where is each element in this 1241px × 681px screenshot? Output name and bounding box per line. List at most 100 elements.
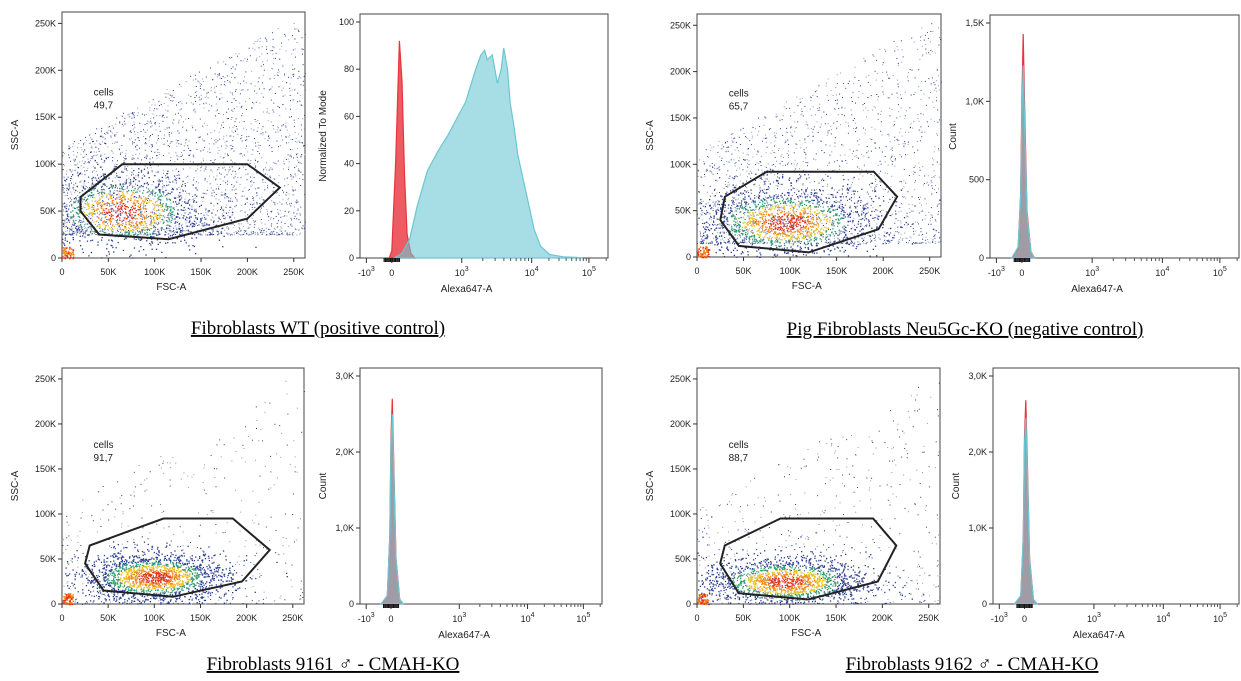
event-dot [120, 195, 122, 197]
event-dot [897, 240, 899, 242]
event-dot [208, 148, 210, 150]
event-dot [93, 206, 95, 208]
event-dot [901, 135, 903, 137]
event-dot [833, 108, 835, 110]
event-dot [887, 164, 889, 166]
event-dot [119, 121, 121, 123]
event-dot [799, 218, 801, 219]
event-dot [167, 173, 169, 175]
event-dot [802, 196, 803, 198]
event-dot [713, 146, 715, 148]
event-dot [127, 200, 129, 203]
event-dot [134, 146, 136, 148]
event-dot [123, 161, 125, 163]
event-dot [934, 219, 936, 221]
event-dot [219, 138, 221, 140]
event-dot [198, 224, 200, 226]
event-dot [919, 59, 921, 61]
event-dot [777, 206, 779, 208]
event-dot [288, 142, 290, 144]
event-dot [731, 199, 733, 201]
event-dot [157, 199, 159, 201]
event-dot [169, 212, 171, 215]
event-dot [917, 113, 919, 115]
event-dot [298, 118, 299, 120]
event-dot [743, 159, 744, 161]
event-dot [290, 224, 292, 226]
event-dot [213, 143, 215, 145]
event-dot [922, 114, 924, 116]
event-dot [742, 209, 744, 211]
event-dot [140, 231, 142, 233]
event-dot [196, 232, 198, 234]
event-dot [869, 196, 871, 198]
event-dot [66, 187, 68, 190]
event-dot [205, 193, 207, 195]
event-dot [112, 180, 113, 182]
event-dot [786, 205, 788, 206]
event-dot [180, 209, 182, 211]
event-dot [137, 214, 139, 216]
event-dot [230, 219, 232, 221]
event-dot [127, 165, 129, 167]
event-dot [300, 156, 302, 158]
event-dot [935, 87, 937, 89]
event-dot [297, 78, 299, 80]
event-dot [200, 150, 202, 152]
event-dot [858, 218, 860, 220]
event-dot [207, 210, 209, 212]
event-dot [709, 185, 711, 187]
event-dot [129, 219, 131, 221]
event-dot [865, 169, 867, 171]
event-dot [280, 221, 282, 223]
event-dot [782, 219, 784, 221]
event-dot [301, 104, 303, 106]
event-dot [149, 158, 151, 160]
event-dot [146, 216, 148, 219]
event-dot [133, 121, 135, 123]
event-dot [165, 219, 168, 222]
event-dot [278, 234, 279, 236]
event-dot [288, 210, 290, 212]
event-dot [106, 243, 108, 245]
event-dot [856, 205, 858, 207]
event-dot [860, 200, 862, 202]
event-dot [765, 178, 767, 180]
event-dot [180, 156, 182, 157]
event-dot [143, 203, 145, 205]
event-dot [140, 230, 142, 232]
event-dot [231, 200, 233, 202]
event-dot [134, 126, 136, 128]
event-dot [224, 77, 226, 79]
event-dot [843, 237, 845, 239]
event-dot [901, 227, 903, 229]
event-dot [243, 195, 245, 197]
event-dot [866, 225, 868, 227]
event-dot [718, 242, 719, 244]
event-dot [216, 224, 218, 226]
event-dot [90, 152, 92, 153]
event-dot [731, 153, 733, 155]
event-dot [119, 204, 121, 206]
event-dot [143, 217, 145, 218]
event-dot [807, 174, 809, 176]
event-dot [808, 134, 810, 136]
event-dot [83, 195, 85, 197]
event-dot [897, 242, 899, 244]
event-dot [893, 40, 895, 42]
event-dot [203, 223, 205, 225]
event-dot [272, 232, 274, 234]
event-dot [872, 54, 874, 56]
event-dot [123, 234, 125, 235]
event-dot [134, 199, 136, 201]
event-dot [206, 181, 208, 183]
event-dot [71, 226, 73, 228]
event-dot [82, 201, 83, 203]
event-dot [788, 154, 790, 156]
event-dot [121, 205, 124, 207]
event-dot [272, 46, 274, 48]
event-dot [177, 112, 179, 114]
event-dot [242, 89, 244, 91]
event-dot [90, 251, 92, 254]
event-dot [114, 192, 115, 194]
